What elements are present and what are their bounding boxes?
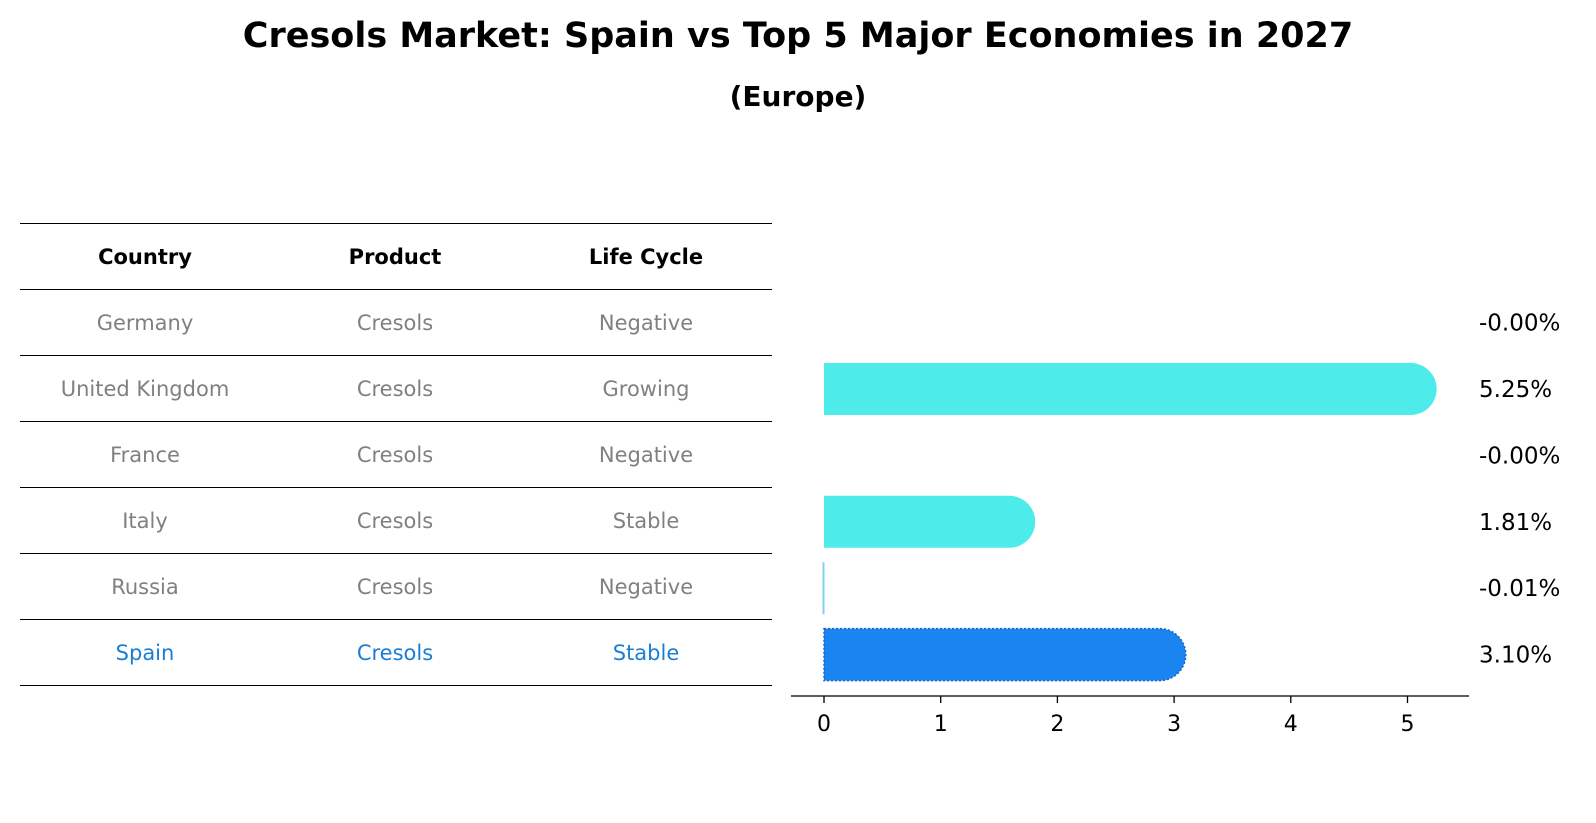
cell-life-cycle: Growing: [602, 376, 690, 401]
cell-country: Italy: [122, 508, 168, 533]
x-tick-label-3: 3: [1167, 712, 1181, 737]
bar-united-kingdom: [824, 363, 1437, 415]
table-row: France Cresols Negative: [20, 421, 772, 487]
header-product: Product: [348, 244, 442, 269]
cell-country: Germany: [96, 310, 194, 335]
value-label-france: -0.00%: [1479, 443, 1560, 469]
cell-product: Cresols: [356, 508, 434, 533]
bar-italy: [824, 495, 1036, 548]
header-country: Country: [98, 244, 192, 269]
x-tick-label-4: 4: [1284, 712, 1298, 737]
table-header-row: Country Product Life Cycle: [20, 223, 772, 289]
cell-country: Spain: [115, 640, 175, 665]
cell-product: Cresols: [356, 310, 434, 335]
x-tick-label-0: 0: [817, 712, 831, 737]
cell-product: Cresols: [356, 640, 434, 665]
cell-life-cycle: Stable: [612, 640, 680, 665]
header-life-cycle: Life Cycle: [588, 244, 704, 269]
x-tick-label-2: 2: [1050, 712, 1064, 737]
table-row-highlight: Spain Cresols Stable: [20, 619, 772, 686]
value-label-italy: 1.81%: [1479, 510, 1552, 536]
table-row: Italy Cresols Stable: [20, 487, 772, 553]
cell-life-cycle: Negative: [598, 310, 694, 335]
cell-product: Cresols: [356, 574, 434, 599]
x-tick-label-5: 5: [1401, 712, 1415, 737]
table-row: United Kingdom Cresols Growing: [20, 355, 772, 421]
cell-country: France: [110, 442, 180, 467]
bar-russia: [822, 562, 825, 615]
bar-spain: [823, 627, 1187, 682]
cell-product: Cresols: [356, 376, 434, 401]
x-tick-label-1: 1: [934, 712, 948, 737]
table-row: Russia Cresols Negative: [20, 553, 772, 619]
cell-country: Russia: [111, 574, 179, 599]
value-label-germany: -0.00%: [1479, 311, 1560, 337]
chart-title: Cresols Market: Spain vs Top 5 Major Eco…: [242, 16, 1354, 56]
table-row: Germany Cresols Negative: [20, 289, 772, 355]
cell-product: Cresols: [356, 442, 434, 467]
cell-country: United Kingdom: [60, 376, 230, 401]
value-label-united-kingdom: 5.25%: [1479, 377, 1552, 403]
comparison-table: Country Product Life Cycle Germany Creso…: [20, 223, 772, 686]
value-label-russia: -0.01%: [1479, 576, 1560, 602]
cell-life-cycle: Negative: [598, 574, 694, 599]
cell-life-cycle: Negative: [598, 442, 694, 467]
chart-subtitle: (Europe): [729, 80, 867, 113]
value-label-spain: 3.10%: [1479, 643, 1552, 669]
cell-life-cycle: Stable: [612, 508, 680, 533]
